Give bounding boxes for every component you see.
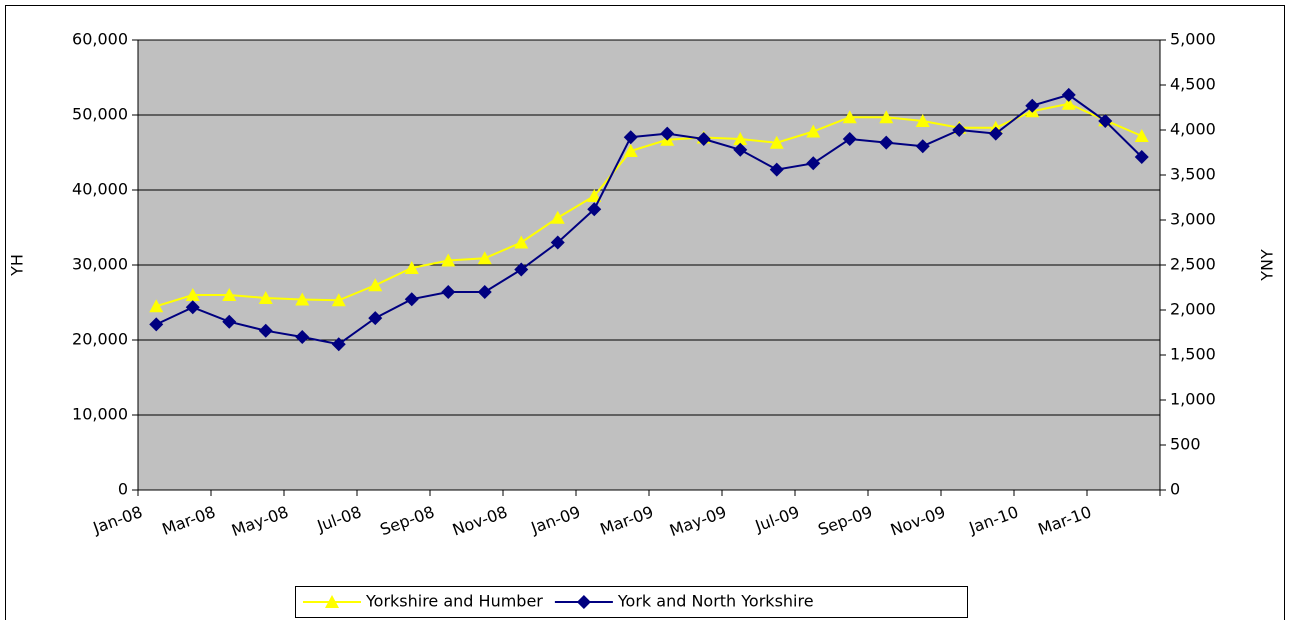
marker (477, 251, 492, 265)
y2-tick-label: 5,000 (1170, 30, 1216, 49)
marker (149, 299, 164, 313)
y-tick-label: 20,000 (72, 330, 128, 349)
marker (769, 162, 784, 177)
series-line (155, 93, 1143, 346)
marker (696, 132, 711, 146)
marker (952, 123, 967, 137)
marker (331, 293, 346, 307)
marker (477, 285, 492, 299)
marker (404, 261, 419, 274)
marker (258, 291, 273, 304)
marker (149, 317, 164, 332)
marker (842, 110, 857, 124)
marker (587, 189, 602, 202)
y-tick-label: 50,000 (72, 105, 128, 124)
marker (550, 235, 565, 250)
y-tick-label: 30,000 (72, 255, 128, 274)
y2-tick-label: 2,500 (1170, 255, 1216, 274)
marker (441, 285, 456, 299)
legend (295, 586, 968, 618)
marker (258, 323, 273, 338)
marker (915, 114, 930, 127)
series-line (155, 102, 1143, 308)
marker (576, 595, 591, 609)
marker (1134, 129, 1149, 142)
marker (325, 595, 339, 608)
marker (514, 262, 529, 277)
y-tick-label: 10,000 (72, 405, 128, 424)
y-axis-title: YH (8, 254, 27, 277)
marker (879, 135, 894, 150)
marker (331, 337, 346, 352)
marker (185, 300, 200, 315)
marker (368, 311, 383, 326)
marker (879, 110, 894, 124)
y2-tick-label: 4,500 (1170, 75, 1216, 94)
marker (587, 202, 602, 217)
marker (915, 139, 930, 154)
marker (733, 142, 748, 157)
marker (550, 210, 565, 224)
y2-tick-label: 3,500 (1170, 165, 1216, 184)
legend-label: York and North Yorkshire (617, 592, 814, 611)
y2-tick-label: 1,000 (1170, 390, 1216, 409)
marker (1098, 114, 1113, 128)
marker (404, 292, 419, 307)
marker (842, 132, 857, 146)
y2-tick-label: 500 (1170, 435, 1201, 454)
marker (185, 288, 200, 301)
marker (222, 288, 237, 301)
marker (1134, 150, 1149, 164)
marker (295, 292, 310, 306)
marker (1025, 98, 1040, 113)
y2-tick-label: 3,000 (1170, 210, 1216, 229)
y2-tick-label: 2,000 (1170, 300, 1216, 319)
y2-tick-label: 4,000 (1170, 120, 1216, 139)
marker (769, 135, 784, 149)
marker (733, 132, 748, 145)
marker (806, 156, 821, 171)
y2-tick-label: 1,500 (1170, 345, 1216, 364)
marker (222, 314, 237, 329)
y-tick-label: 0 (118, 480, 128, 499)
marker (514, 235, 529, 249)
y-tick-label: 40,000 (72, 180, 128, 199)
marker (806, 124, 821, 138)
marker (660, 126, 675, 141)
marker (623, 130, 638, 145)
y2-axis-title: YNY (1258, 249, 1277, 282)
marker (1061, 87, 1076, 102)
marker (1061, 96, 1076, 110)
y2-tick-label: 0 (1170, 480, 1180, 499)
marker (368, 278, 383, 292)
legend-label: Yorkshire and Humber (365, 592, 543, 611)
marker (295, 330, 310, 344)
marker (988, 126, 1003, 141)
marker (623, 144, 638, 157)
marker (441, 253, 456, 267)
y-tick-label: 60,000 (72, 30, 128, 49)
